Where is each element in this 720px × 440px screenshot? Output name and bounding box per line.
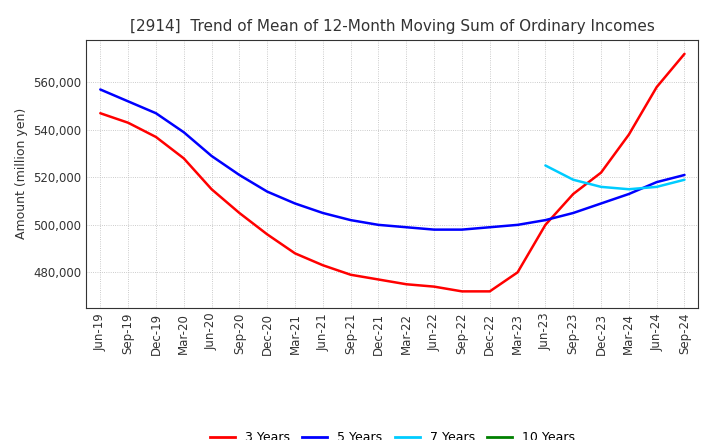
3 Years	[652, 84, 661, 90]
3 Years	[680, 51, 689, 56]
3 Years	[207, 187, 216, 192]
7 Years	[652, 184, 661, 190]
5 Years	[152, 110, 161, 116]
5 Years	[652, 180, 661, 185]
5 Years	[513, 222, 522, 227]
3 Years	[485, 289, 494, 294]
Y-axis label: Amount (million yen): Amount (million yen)	[15, 108, 28, 239]
5 Years	[374, 222, 383, 227]
5 Years	[485, 224, 494, 230]
3 Years	[318, 263, 327, 268]
5 Years	[291, 201, 300, 206]
3 Years	[124, 120, 132, 125]
5 Years	[235, 172, 243, 178]
5 Years	[458, 227, 467, 232]
3 Years	[235, 210, 243, 216]
5 Years	[597, 201, 606, 206]
3 Years	[513, 270, 522, 275]
5 Years	[541, 217, 550, 223]
3 Years	[291, 251, 300, 256]
5 Years	[318, 210, 327, 216]
3 Years	[96, 110, 104, 116]
5 Years	[346, 217, 355, 223]
5 Years	[680, 172, 689, 178]
3 Years	[402, 282, 410, 287]
5 Years	[179, 130, 188, 135]
3 Years	[458, 289, 467, 294]
3 Years	[152, 134, 161, 139]
Line: 5 Years: 5 Years	[100, 89, 685, 230]
5 Years	[263, 189, 271, 194]
7 Years	[569, 177, 577, 182]
3 Years	[624, 132, 633, 137]
Legend: 3 Years, 5 Years, 7 Years, 10 Years: 3 Years, 5 Years, 7 Years, 10 Years	[204, 426, 580, 440]
7 Years	[597, 184, 606, 190]
3 Years	[569, 191, 577, 197]
7 Years	[541, 163, 550, 168]
3 Years	[374, 277, 383, 282]
5 Years	[402, 224, 410, 230]
3 Years	[430, 284, 438, 289]
7 Years	[680, 177, 689, 182]
3 Years	[263, 232, 271, 237]
Line: 3 Years: 3 Years	[100, 54, 685, 291]
3 Years	[179, 156, 188, 161]
Title: [2914]  Trend of Mean of 12-Month Moving Sum of Ordinary Incomes: [2914] Trend of Mean of 12-Month Moving …	[130, 19, 654, 34]
5 Years	[430, 227, 438, 232]
3 Years	[541, 222, 550, 227]
5 Years	[96, 87, 104, 92]
5 Years	[624, 191, 633, 197]
3 Years	[346, 272, 355, 277]
3 Years	[597, 170, 606, 175]
5 Years	[207, 154, 216, 159]
5 Years	[124, 99, 132, 104]
5 Years	[569, 210, 577, 216]
7 Years	[624, 187, 633, 192]
Line: 7 Years: 7 Years	[546, 165, 685, 189]
